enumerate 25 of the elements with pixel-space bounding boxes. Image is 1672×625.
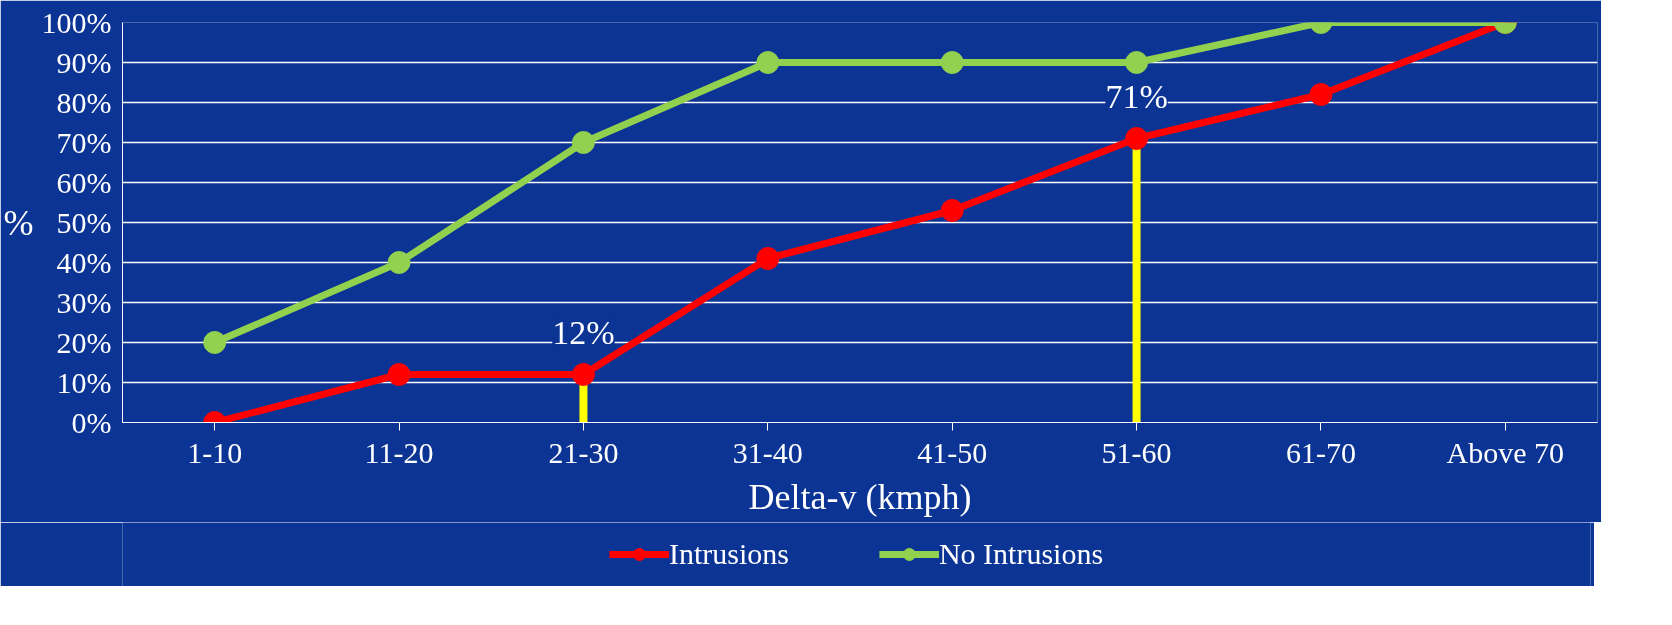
- legend-label: Intrusions: [668, 537, 789, 571]
- y-axis-title: %: [3, 202, 34, 243]
- y-tick-label: 70%: [56, 126, 112, 159]
- x-tick-label: 31-40: [732, 435, 803, 469]
- y-tick-label: 40%: [56, 246, 112, 279]
- y-tick-label: 80%: [56, 86, 112, 119]
- y-tick-label: 90%: [56, 46, 112, 79]
- x-tick-label: 11-20: [364, 435, 434, 469]
- y-tick-label: 10%: [56, 366, 112, 399]
- x-tick-label: 41-50: [917, 435, 988, 469]
- annotation: 71%: [1105, 77, 1168, 115]
- x-tick-label: Above 70: [1446, 435, 1565, 469]
- legend-label: No Intrusions: [938, 537, 1104, 571]
- x-tick-label: 51-60: [1101, 435, 1172, 469]
- annotation: 12%: [552, 313, 615, 351]
- y-tick-label: 30%: [56, 286, 112, 319]
- y-tick-label: 60%: [56, 166, 112, 199]
- x-tick-label: 61-70: [1285, 435, 1356, 469]
- y-tick-label: 0%: [71, 406, 112, 439]
- y-tick-label: 50%: [56, 206, 112, 239]
- y-tick-label: 20%: [56, 326, 112, 359]
- x-tick-label: 21-30: [548, 435, 619, 469]
- x-axis-title: Delta-v (kmph): [748, 476, 972, 517]
- y-tick-label: 100%: [41, 6, 112, 39]
- x-tick-label: 1-10: [187, 435, 243, 469]
